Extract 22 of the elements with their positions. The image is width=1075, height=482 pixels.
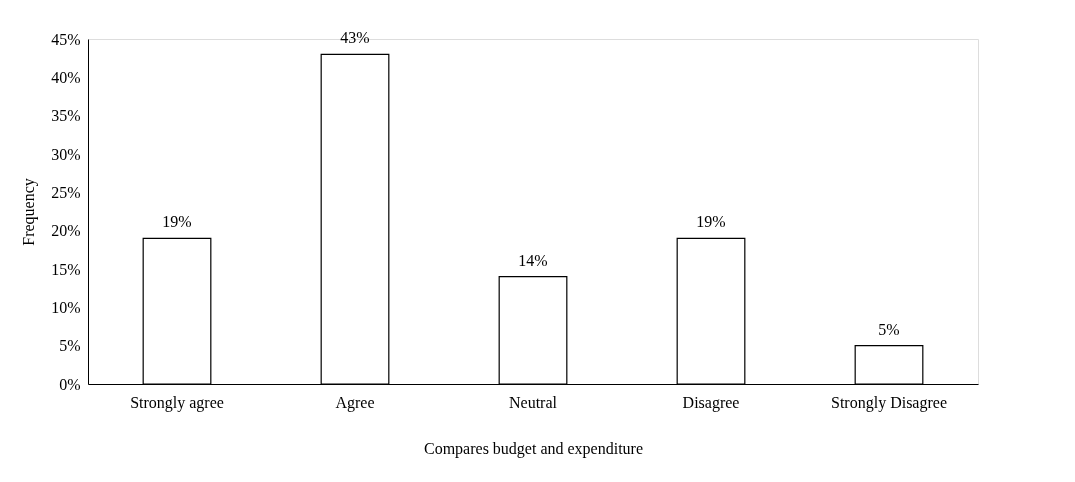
y-tick-label: 30% bbox=[51, 145, 81, 163]
y-tick-label: 45% bbox=[51, 30, 81, 48]
x-tick-label: Strongly agree bbox=[130, 393, 224, 412]
data-label: 14% bbox=[518, 251, 548, 269]
y-tick-label: 15% bbox=[51, 260, 81, 278]
x-tick-label: Neutral bbox=[509, 393, 558, 411]
data-label: 5% bbox=[878, 320, 900, 338]
y-tick-label: 0% bbox=[59, 375, 81, 393]
y-tick-label: 25% bbox=[51, 183, 81, 201]
x-tick-label: Strongly Disagree bbox=[831, 393, 947, 412]
data-label: 19% bbox=[696, 213, 726, 231]
y-tick-label: 35% bbox=[51, 107, 81, 125]
y-tick-label: 40% bbox=[51, 68, 81, 86]
y-tick-label: 5% bbox=[59, 337, 81, 355]
x-axis-title: Compares budget and expenditure bbox=[423, 439, 644, 458]
data-label: 43% bbox=[340, 29, 370, 47]
y-tick-label: 20% bbox=[51, 222, 81, 240]
y-tick-label: 10% bbox=[51, 298, 81, 316]
x-tick-label: Disagree bbox=[682, 393, 740, 412]
x-tick-label: Agree bbox=[335, 393, 375, 412]
data-label: 19% bbox=[162, 213, 192, 231]
y-axis-title: Frequency bbox=[20, 178, 39, 246]
